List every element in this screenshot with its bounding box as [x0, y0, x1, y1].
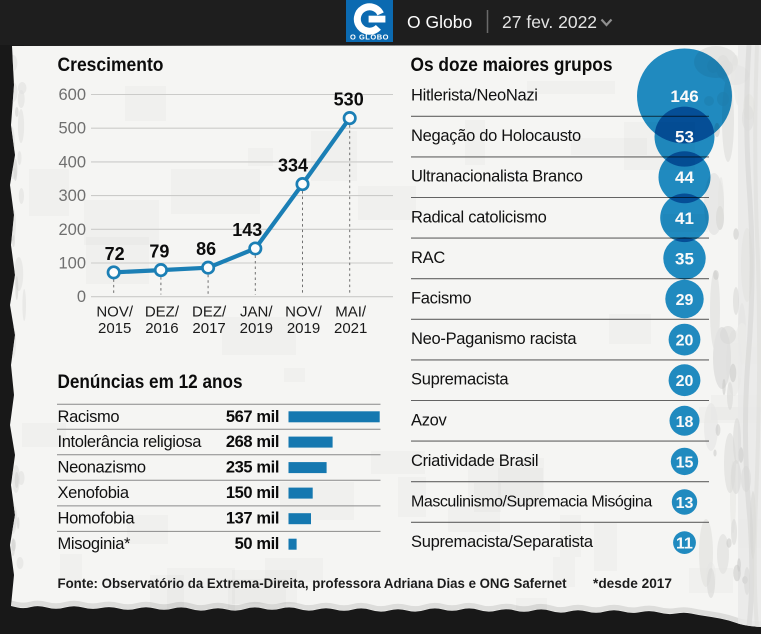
svg-text:50 mil: 50 mil — [235, 535, 279, 553]
svg-text:Crescimento: Crescimento — [58, 55, 164, 76]
svg-text:2016: 2016 — [145, 320, 178, 337]
svg-text:143: 143 — [232, 220, 262, 240]
svg-text:53: 53 — [675, 128, 694, 147]
svg-text:Fonte: Observatório da Extrema: Fonte: Observatório da Extrema-Direita, … — [58, 576, 567, 591]
svg-text:Ultranacionalista Branco: Ultranacionalista Branco — [411, 168, 583, 186]
svg-text:268 mil: 268 mil — [226, 433, 279, 451]
svg-text:RAC: RAC — [411, 249, 445, 267]
svg-text:2017: 2017 — [192, 320, 225, 337]
svg-text:2021: 2021 — [334, 320, 367, 337]
svg-text:Neonazismo: Neonazismo — [58, 459, 146, 477]
svg-text:Negação do Holocausto: Negação do Holocausto — [411, 127, 581, 145]
svg-text:20: 20 — [676, 333, 694, 350]
svg-text:41: 41 — [675, 209, 694, 228]
svg-text:Supremacista/Separatista: Supremacista/Separatista — [411, 533, 594, 551]
svg-text:44: 44 — [675, 168, 694, 187]
svg-text:13: 13 — [676, 495, 694, 512]
svg-text:300: 300 — [58, 187, 86, 205]
svg-text:400: 400 — [58, 153, 86, 171]
svg-text:500: 500 — [58, 120, 86, 138]
svg-text:Misoginia*: Misoginia* — [58, 535, 132, 553]
svg-text:DEZ/: DEZ/ — [145, 304, 180, 321]
svg-text:NOV/: NOV/ — [285, 304, 323, 321]
svg-text:O GLOBO: O GLOBO — [350, 33, 389, 42]
svg-text:2015: 2015 — [98, 320, 131, 337]
svg-text:18: 18 — [676, 414, 694, 431]
svg-text:MAI/: MAI/ — [335, 304, 367, 321]
svg-text:Xenofobia: Xenofobia — [58, 484, 130, 502]
svg-text:Homofobia: Homofobia — [58, 510, 136, 528]
svg-text:Racismo: Racismo — [58, 408, 120, 426]
svg-text:100: 100 — [58, 255, 86, 273]
svg-text:Masculinismo/Supremacia Misógi: Masculinismo/Supremacia Misógina — [411, 494, 652, 511]
svg-text:567 mil: 567 mil — [226, 408, 279, 426]
svg-text:Neo-Paganismo racista: Neo-Paganismo racista — [411, 330, 577, 348]
svg-text:O Globo: O Globo — [407, 12, 472, 32]
svg-text:146: 146 — [670, 87, 698, 106]
svg-text:530: 530 — [334, 90, 364, 110]
svg-text:86: 86 — [196, 239, 216, 259]
svg-text:79: 79 — [149, 242, 169, 262]
svg-text:*desde 2017: *desde 2017 — [593, 576, 672, 591]
svg-text:Facismo: Facismo — [411, 290, 471, 308]
svg-text:DEZ/: DEZ/ — [192, 304, 227, 321]
svg-text:Radical catolicismo: Radical catolicismo — [411, 208, 547, 226]
svg-text:29: 29 — [676, 292, 694, 309]
svg-text:2019: 2019 — [240, 320, 273, 337]
svg-text:Os doze maiores grupos: Os doze maiores grupos — [411, 55, 613, 76]
svg-text:20: 20 — [676, 373, 694, 390]
svg-text:72: 72 — [105, 244, 125, 264]
svg-text:600: 600 — [58, 86, 86, 104]
svg-text:JAN/: JAN/ — [240, 304, 273, 321]
svg-text:Intolerância religiosa: Intolerância religiosa — [58, 433, 203, 451]
svg-text:150 mil: 150 mil — [226, 484, 279, 502]
svg-text:Azov: Azov — [411, 411, 448, 429]
svg-text:2019: 2019 — [287, 320, 320, 337]
svg-text:Criatividade Brasil: Criatividade Brasil — [411, 452, 538, 470]
svg-text:0: 0 — [77, 288, 86, 306]
svg-text:27 fev. 2022: 27 fev. 2022 — [502, 12, 597, 32]
svg-text:Hitlerista/NeoNazi: Hitlerista/NeoNazi — [411, 87, 538, 105]
svg-text:Supremacista: Supremacista — [411, 371, 509, 389]
svg-text:137 mil: 137 mil — [226, 510, 279, 528]
svg-text:35: 35 — [675, 249, 694, 268]
svg-text:NOV/: NOV/ — [96, 304, 134, 321]
svg-text:200: 200 — [58, 221, 86, 239]
svg-text:Denúncias em 12 anos: Denúncias em 12 anos — [58, 372, 243, 393]
svg-text:334: 334 — [278, 156, 308, 176]
svg-text:235 mil: 235 mil — [226, 459, 279, 477]
svg-text:15: 15 — [676, 454, 694, 471]
svg-text:11: 11 — [676, 536, 693, 553]
